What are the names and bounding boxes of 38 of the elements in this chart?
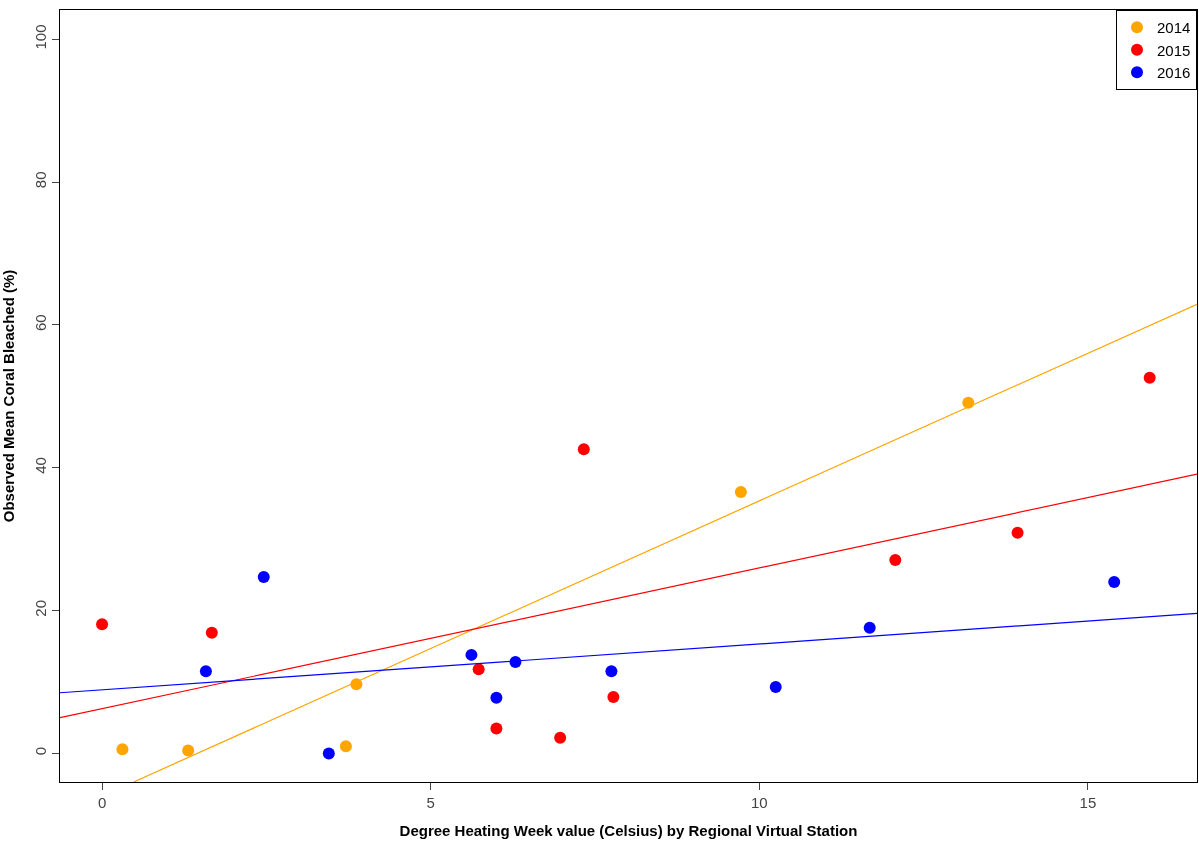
point [1011,526,1024,539]
x-axis-title: Degree Heating Week value (Celsius) by Regional Virtual Station [399,822,858,839]
point [472,663,485,676]
y-tick-label: 60 [32,314,49,332]
x-tick-label: 10 [750,794,768,811]
point [734,486,747,499]
y-axis-title: Observed Mean Coral Bleached (%) [0,269,17,523]
x-tick-label: 0 [97,794,107,811]
point [863,621,876,634]
point [577,443,590,456]
point [605,665,618,678]
legend-label: 2014 [1157,19,1191,37]
point [182,744,195,757]
point [116,743,129,756]
point [889,553,902,566]
point [322,747,335,760]
y-tick-label: 40 [32,457,49,474]
legend-label: 2015 [1157,41,1191,59]
point [339,740,352,753]
point [257,571,270,584]
y-tick-label: 80 [32,171,49,189]
y-tick-label: 100 [32,24,49,50]
point [199,665,212,678]
point [490,691,503,704]
point [1143,371,1156,384]
point [554,731,567,744]
x-tick-label: 15 [1079,794,1097,811]
point [490,722,503,735]
point [465,648,478,661]
point [607,691,620,704]
point [205,626,218,639]
y-tick-label: 20 [32,600,49,617]
x-tick-label: 5 [426,794,435,811]
point [769,681,782,694]
point [1108,576,1121,589]
point [96,618,109,631]
legend-label: 2016 [1157,64,1191,82]
y-tick-label: 0 [32,747,49,756]
